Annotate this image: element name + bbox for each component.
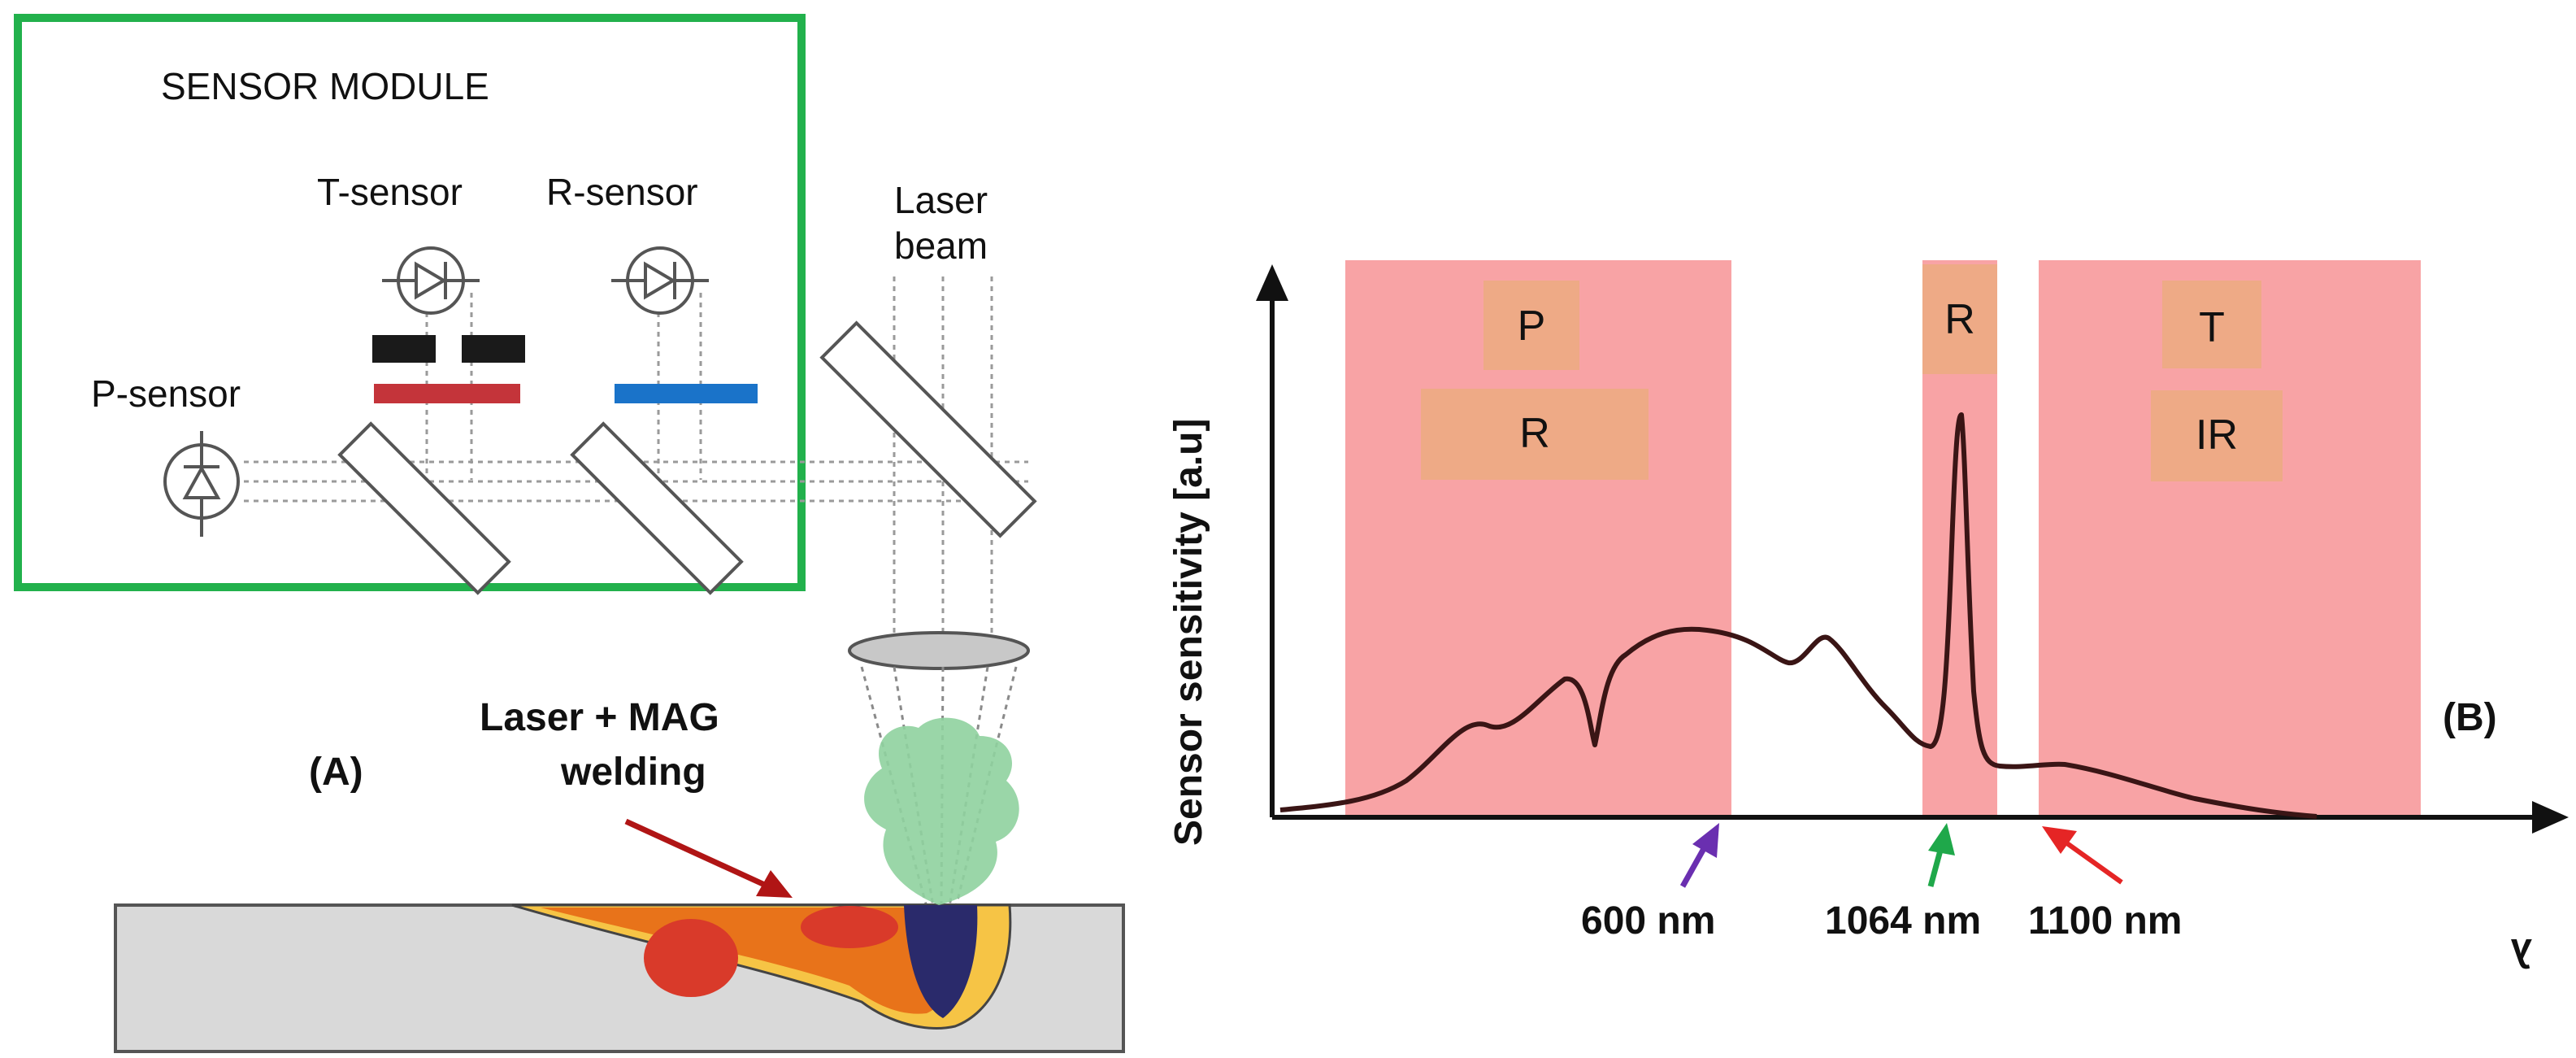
r-sensor-label: R-sensor [546,171,698,213]
x-axis-arrow-icon [2532,801,2569,834]
t-sensor-block-right [462,335,525,363]
marker-600-arrow-shaft [1679,844,1709,888]
t-beam-splitter [337,421,511,595]
band-t-sublabel: IR [2196,411,2238,459]
laser-beam-label-line1: Laser [894,179,988,221]
marker-1064-arrow-shaft [1927,847,1944,887]
band-p-label: P [1518,303,1546,350]
band-t-label-box [2162,281,2261,368]
melt-pool-core-1 [644,919,738,997]
marker-600-arrow-head [1692,823,1719,858]
sensor-module-frame [14,14,806,591]
welding-arrow-head [756,870,793,898]
marker-1100-arrow-shaft [2063,839,2123,885]
marker-1064-arrow-head [1928,823,1955,856]
panel-a-label: (A) [309,751,363,794]
sensor-module-title: SENSOR MODULE [161,65,489,107]
y-axis-label: Sensor sensitivity [a.u] [1167,419,1210,847]
band-t-sublabel-box [2151,390,2283,481]
r-beam-splitter [570,421,744,595]
p-sensor-label: P-sensor [91,372,241,415]
marker-600-label: 600 nm [1581,899,1715,943]
welding-arrow-shaft [624,818,770,890]
marker-1064-label: 1064 nm [1825,899,1981,943]
marker-1064: 1064 nm [1825,823,1981,943]
y-axis-arrow-icon [1256,264,1288,301]
panel-b: P R R T IR Sensor sensitivity [a.u] λ 60… [1167,260,2569,973]
t-sensor-block-left [372,335,436,363]
welding-label-line2: welding [560,751,706,794]
band-p-sublabel-box [1421,389,1649,480]
band-t-label: T [2199,304,2225,351]
p-sensor-diode-icon [163,431,240,537]
welding-label-line1: Laser + MAG [480,696,719,739]
band-r-label: R [1944,296,1975,343]
t-sensor-filter [374,384,520,403]
beam-splitters [337,320,1037,595]
marker-1100: 1100 nm [2028,826,2182,943]
panel-b-label: (B) [2443,696,2497,739]
laser-beam-label-line2: beam [894,224,988,267]
band-p-label-box [1483,281,1579,370]
marker-1100-arrow-head [2042,826,2077,854]
melt-pool-core-2 [801,906,898,948]
marker-1100-label: 1100 nm [2028,899,2182,943]
band-r-label-box [1922,264,1997,374]
laser-mirror [819,320,1037,538]
x-axis-label: λ [2510,930,2532,973]
t-sensor-diode-icon [382,246,480,315]
r-sensor-diode-icon [611,246,709,315]
marker-600: 600 nm [1581,823,1719,943]
band-p-sublabel: R [1519,410,1550,457]
r-sensor-filter [615,384,758,403]
plasma-plume [864,717,1019,905]
focusing-lens [848,631,1030,670]
keyhole [904,905,978,1018]
sensitivity-curve [1279,412,2318,819]
t-sensor-label: T-sensor [317,171,463,213]
panel-a: SENSOR MODULE T-sensor R-sensor P-sensor… [14,14,1125,1053]
